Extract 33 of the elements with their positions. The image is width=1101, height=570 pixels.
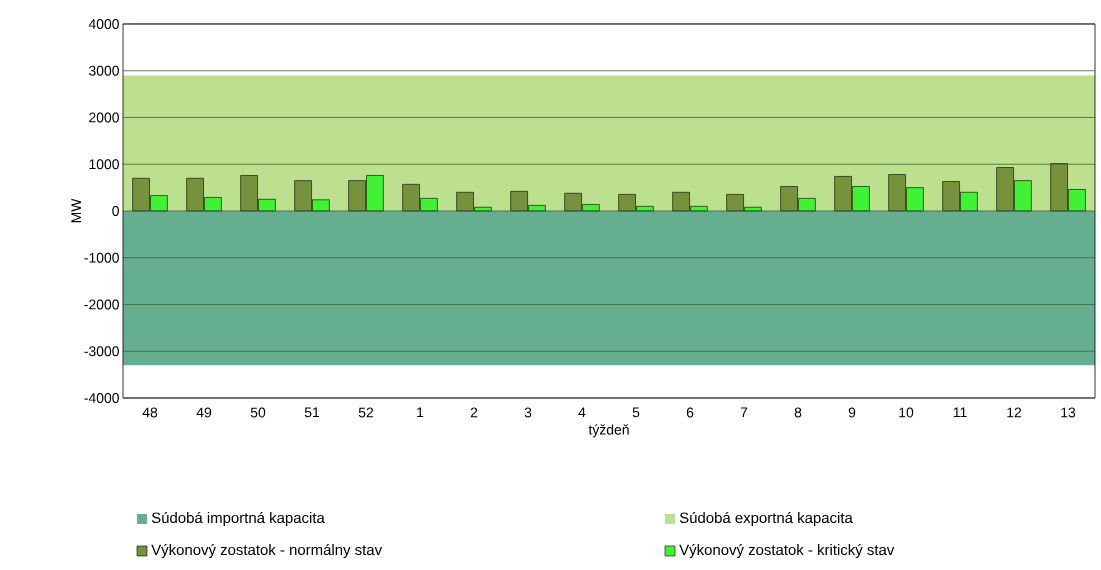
y-tick-label: 1000 bbox=[89, 159, 119, 170]
y-tick-label: -1000 bbox=[84, 252, 119, 263]
x-tick-label: 12 bbox=[1007, 407, 1022, 418]
legend-label: Výkonový zostatok - normálny stav bbox=[151, 543, 383, 559]
x-tick-label: 11 bbox=[953, 407, 967, 418]
x-tick-label: 3 bbox=[524, 407, 532, 418]
x-tick-label: 49 bbox=[196, 407, 212, 418]
y-tick-label: 3000 bbox=[88, 65, 119, 76]
y-tick-label: 0 bbox=[112, 206, 119, 216]
y-axis-title: MW bbox=[71, 198, 81, 223]
x-tick-label: 6 bbox=[686, 407, 694, 418]
x-tick-label: 1 bbox=[417, 407, 424, 418]
x-tick-label: 13 bbox=[1061, 407, 1076, 418]
x-axis-title: týždeň bbox=[588, 424, 629, 438]
x-tick-label: 50 bbox=[250, 407, 266, 418]
y-tick-label: 2000 bbox=[89, 112, 119, 123]
y-tick-label: 4000 bbox=[88, 19, 119, 29]
x-tick-label: 7 bbox=[740, 407, 748, 418]
x-tick-label: 48 bbox=[142, 407, 158, 418]
x-tick-label: 5 bbox=[632, 407, 640, 418]
x-tick-label: 52 bbox=[358, 407, 374, 418]
y-tick-label: -3000 bbox=[84, 346, 119, 357]
x-tick-label: 2 bbox=[470, 407, 478, 418]
legend-label: Výkonový zostatok - kritický stav bbox=[679, 543, 895, 559]
legend-label: Súdobá importná kapacita bbox=[151, 511, 325, 527]
x-tick-label: 8 bbox=[794, 407, 802, 418]
x-tick-label: 4 bbox=[578, 407, 586, 418]
y-tick-label: -2000 bbox=[84, 299, 119, 310]
x-tick-label: 10 bbox=[899, 407, 914, 418]
y-tick-label: -4000 bbox=[84, 393, 119, 403]
x-tick-label: 9 bbox=[848, 407, 856, 418]
x-tick-label: 51 bbox=[304, 407, 320, 418]
legend-label: Súdobá exportná kapacita bbox=[679, 511, 853, 527]
